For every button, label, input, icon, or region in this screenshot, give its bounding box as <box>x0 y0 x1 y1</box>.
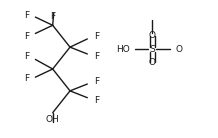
Text: O: O <box>175 45 182 54</box>
Text: O: O <box>149 31 156 40</box>
Text: F: F <box>24 74 29 83</box>
Text: F: F <box>24 52 29 61</box>
Text: F: F <box>24 32 29 41</box>
Text: F: F <box>24 11 29 20</box>
Text: F: F <box>50 12 55 21</box>
Text: OH: OH <box>46 115 60 124</box>
Text: F: F <box>94 52 99 61</box>
Text: F: F <box>94 77 99 86</box>
Text: O: O <box>149 58 156 67</box>
Text: F: F <box>94 32 99 41</box>
Text: F: F <box>94 96 99 105</box>
Text: S: S <box>150 45 155 54</box>
Text: HO: HO <box>116 45 130 54</box>
